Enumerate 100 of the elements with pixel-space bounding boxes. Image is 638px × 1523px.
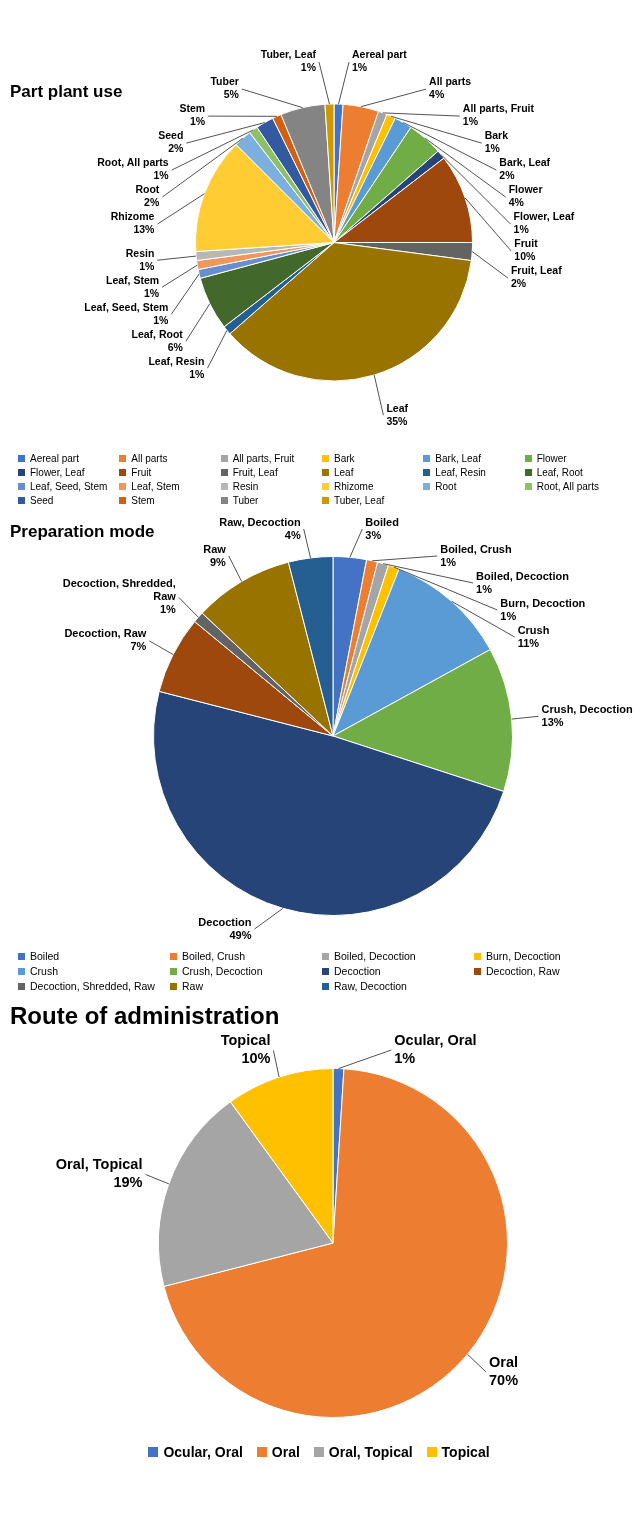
slice-label: Boiled, Decoction: [476, 569, 570, 582]
slice-label: Leaf, Seed, Stem: [84, 300, 169, 313]
slice-label: Raw: [203, 542, 227, 555]
legend-label: Crush: [30, 965, 59, 977]
data-label: 7%: [130, 640, 147, 653]
legend-label: Raw, Decoction: [334, 980, 407, 992]
slice-label: Ocular, Oral: [394, 1032, 477, 1048]
legend-label: Rhizome: [334, 481, 374, 492]
data-label: 2%: [168, 142, 184, 155]
legend-label: Topical: [441, 1444, 490, 1460]
data-label: 1%: [352, 61, 368, 74]
legend-label: Leaf, Stem: [131, 481, 180, 492]
data-label: 1%: [300, 61, 317, 74]
chart-title: Preparation mode: [10, 522, 155, 542]
data-label: 1%: [153, 169, 170, 182]
legend-label: All parts: [131, 453, 168, 464]
data-label: 1%: [500, 609, 517, 622]
data-label: 4%: [508, 196, 525, 209]
slice-label: Bark, Leaf: [499, 156, 551, 169]
slice-label: Leaf: [386, 401, 409, 414]
data-label: 35%: [386, 414, 409, 427]
slice-label: All parts: [429, 75, 472, 88]
legend-label: Burn, Decoction: [486, 950, 561, 962]
data-label: 1%: [484, 142, 501, 155]
data-label: 1%: [143, 286, 160, 299]
slice-label: Fruit: [514, 237, 539, 250]
slice-label: Root, All parts: [97, 156, 169, 169]
slice-label: Boiled, Crush: [440, 542, 512, 555]
slice-label: Leaf, Stem: [106, 273, 160, 286]
legend-label: Flower: [536, 453, 567, 464]
data-label: 13%: [541, 715, 564, 728]
data-label: 6%: [167, 340, 184, 353]
legend-label: Tuber, Leaf: [334, 495, 385, 506]
data-label: 2%: [144, 196, 160, 209]
data-label: 1%: [513, 223, 530, 236]
slice-label: Seed: [158, 129, 184, 142]
data-label: 1%: [153, 313, 169, 326]
slice-label: All parts, Fruit: [462, 102, 535, 115]
slice-label: Burn, Decoction: [500, 596, 586, 609]
data-label: 1%: [189, 367, 206, 380]
legend-label: Oral, Topical: [328, 1444, 413, 1460]
slice-label: Crush, Decoction: [541, 702, 633, 715]
slice-label: Flower, Leaf: [513, 210, 575, 223]
slice-label: Bark: [484, 129, 509, 142]
data-label: 1%: [476, 582, 493, 595]
data-label: 3%: [365, 528, 382, 541]
legend-label: Tuber: [232, 495, 259, 506]
legend-label: Crush, Decoction: [182, 965, 263, 977]
text: Part plant use: [10, 82, 123, 102]
data-label: 9%: [209, 555, 227, 568]
legend-label: Aereal part: [30, 453, 79, 464]
legend-label: Raw: [182, 980, 204, 992]
slice-label: Aereal part: [352, 48, 408, 61]
data-label: 1%: [394, 1050, 416, 1066]
data-label: 4%: [284, 528, 301, 541]
legend-label: Leaf, Resin: [435, 467, 486, 478]
slice-label: Rhizome: [110, 210, 155, 223]
legend-label: Boiled, Decoction: [334, 950, 416, 962]
slice-label: Resin: [125, 246, 155, 259]
slice-label: Flower: [508, 183, 543, 196]
data-label: 2%: [499, 169, 516, 182]
legend-label: Fruit, Leaf: [232, 467, 278, 478]
legend-label: Root: [435, 481, 457, 492]
slice-label: Crush: [517, 623, 550, 636]
slice-label: Leaf, Resin: [148, 354, 205, 367]
legend-label: Bark: [334, 453, 355, 464]
data-label: 1%: [462, 115, 479, 128]
legend-label: Decoction: [334, 965, 381, 977]
chart-title: Route of administration: [9, 1001, 281, 1030]
data-label: 5%: [223, 88, 240, 101]
data-label: 10%: [241, 1050, 271, 1067]
data-label: 11%: [517, 636, 540, 649]
legend-label: Stem: [131, 495, 155, 506]
legend-label: Bark, Leaf: [435, 453, 481, 464]
legend-label: Leaf, Seed, Stem: [30, 481, 108, 492]
legend-label: Root, All parts: [536, 481, 599, 492]
legend-label: Resin: [232, 481, 259, 492]
slice-label: Tuber: [210, 75, 239, 88]
slice-label: Decoction, Shredded, Raw: [62, 577, 177, 603]
data-label: 4%: [429, 88, 445, 101]
slice-label: Fruit, Leaf: [510, 264, 563, 277]
slice-label: Decoction: [198, 915, 252, 928]
legend-label: Leaf: [334, 467, 354, 478]
legend-label: Fruit: [131, 467, 152, 478]
data-label: 1%: [189, 115, 206, 128]
slice-label: Oral, Topical: [55, 1156, 143, 1173]
legend-label: Decoction, Raw: [486, 965, 560, 977]
slice-label: Leaf, Root: [131, 327, 184, 340]
data-label: 1%: [440, 555, 457, 568]
legend-label: Boiled: [30, 950, 60, 962]
data-label: 13%: [133, 223, 156, 236]
legend-label: Leaf, Root: [536, 467, 583, 478]
legend-label: Ocular, Oral: [163, 1444, 243, 1460]
slice-label: Decoction, Raw: [64, 627, 147, 640]
legend-label: Decoction, Shredded, Raw: [30, 980, 155, 992]
legend-label: All parts, Fruit: [232, 453, 295, 464]
data-label: 49%: [229, 928, 252, 941]
legend-label: Seed: [30, 495, 54, 506]
legend-label: Boiled, Crush: [182, 950, 246, 962]
slice-label: Oral: [489, 1354, 519, 1371]
